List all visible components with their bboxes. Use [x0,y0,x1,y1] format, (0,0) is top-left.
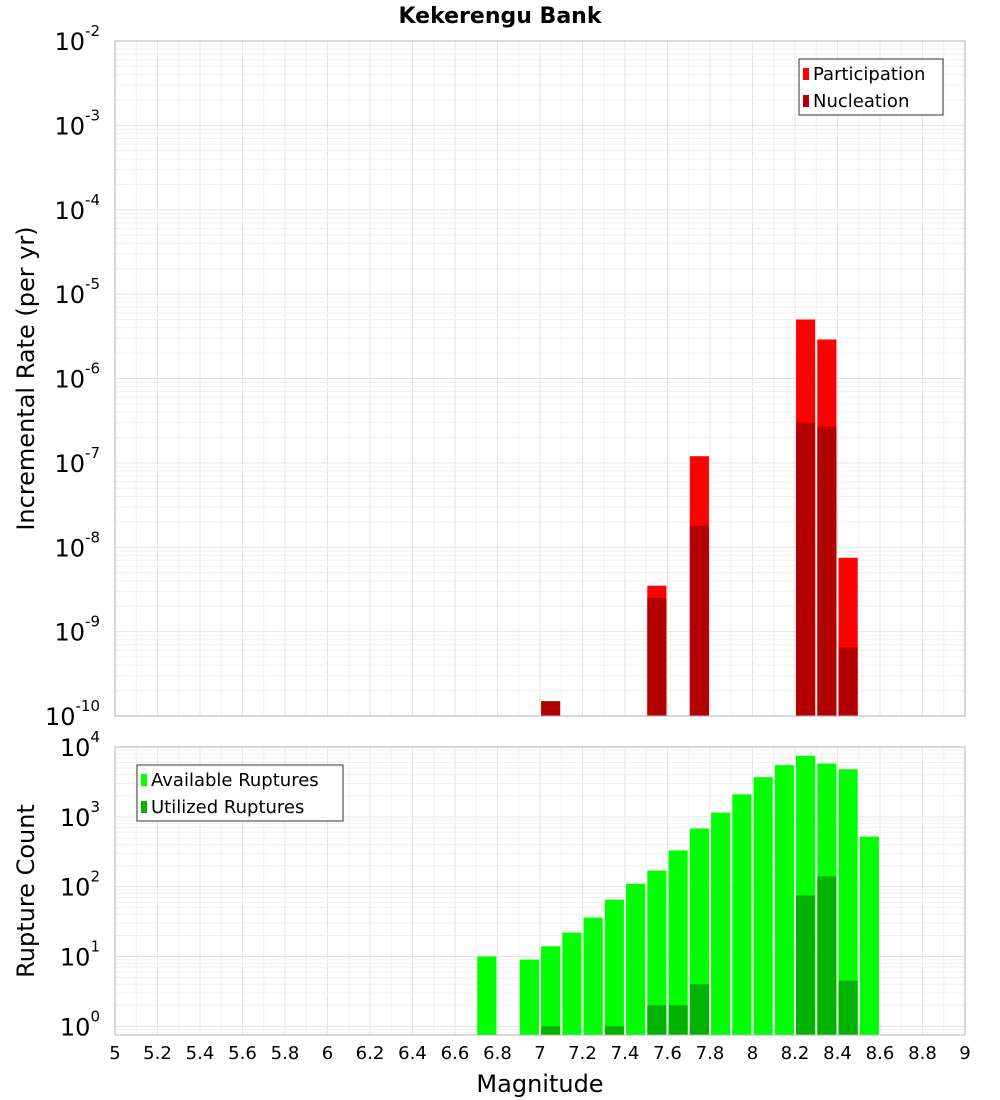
top-panel-grid [114,40,966,717]
incremental-rate-panel: 10-10 10-9 10-8 10-7 10-6 10-5 10-4 10-3 10-2 In… [12,22,966,731]
x-tick-label: 5 [109,1043,120,1064]
series-b-bar [817,426,837,716]
legend-entry: Participation [813,64,925,85]
series-a-bar [562,932,582,1035]
y-tick-label: 10-10 [45,697,100,731]
legend-swatch [141,801,147,813]
x-tick-label: 6.2 [356,1043,385,1064]
series-b-bar [647,598,667,716]
legend-box [136,764,344,822]
x-tick-label: 8 [747,1043,758,1064]
y-tick-label: 10-5 [54,275,100,309]
series-a-bar [859,836,879,1035]
top-panel-y-ticks: 10-10 10-9 10-8 10-7 10-6 10-5 10-4 10-3 10-2 [45,22,100,731]
x-axis-ticks: 5 5.2 5.4 5.6 5.8 6 6.2 6.4 6.6 6.8 7 7.2 7.4 7.6 7.8 8… [109,1043,970,1064]
series-b-bar [689,984,709,1035]
x-tick-label: 8.6 [866,1043,895,1064]
series-a-bar [647,870,667,1035]
x-axis-label: Magnitude [476,1070,603,1098]
rupture-count-panel: 100 101 102 103 104 5 5.2 5.4 5.6 5.8 6 6.2 6.4 6.6 6… [12,728,971,1098]
series-b-bar [838,980,858,1035]
series-b-bar [541,1026,561,1035]
x-tick-label: 6 [322,1043,333,1064]
top-panel-bars [541,319,858,716]
y-tick-label: 10-8 [54,528,100,562]
series-a-bar [753,777,773,1035]
x-tick-label: 5.4 [186,1043,215,1064]
legend-swatch [803,95,809,107]
series-a-bar [519,959,539,1035]
series-b-bar [541,701,561,716]
series-b-bar [817,876,837,1035]
series-b-bar [838,647,858,716]
series-a-bar [689,828,709,1035]
x-tick-label: 8.8 [908,1043,937,1064]
y-tick-label: 100 [60,1007,100,1041]
series-a-bar [668,850,688,1035]
series-a-bar [541,946,561,1035]
y-tick-label: 10-3 [54,106,100,140]
legend-box [798,58,944,116]
x-tick-label: 6.6 [441,1043,470,1064]
x-tick-label: 7.6 [653,1043,682,1064]
y-tick-label: 10-9 [54,613,100,647]
chart-title: Kekerengu Bank [399,4,603,29]
legend-entry: Nucleation [813,91,909,112]
y-tick-label: 103 [60,798,100,832]
series-a-bar [732,794,752,1035]
bottom-panel-frame [114,746,966,1036]
series-a-bar [838,769,858,1035]
x-tick-label: 8.4 [823,1043,852,1064]
series-b-bar [689,525,709,716]
y-tick-label: 10-6 [54,360,100,394]
x-tick-label: 9 [959,1043,970,1064]
x-tick-label: 7.2 [568,1043,597,1064]
y-tick-label: 102 [60,868,100,902]
y-tick-label: 10-7 [54,444,100,478]
x-tick-label: 7.4 [611,1043,640,1064]
series-b-bar [796,422,816,716]
legend-entry: Available Ruptures [151,770,319,791]
y-tick-label: 10-2 [54,22,100,56]
y-tick-label: 104 [60,728,100,762]
x-tick-label: 8.2 [781,1043,810,1064]
bottom-panel-legend: Available Ruptures Utilized Ruptures [136,764,344,822]
top-panel-y-axis-label: Incremental Rate (per yr) [12,226,40,530]
series-b-bar [796,895,816,1035]
x-tick-label: 7.8 [696,1043,725,1064]
legend-swatch [141,774,147,786]
x-tick-label: 6.4 [398,1043,427,1064]
bottom-panel-y-ticks: 100 101 102 103 104 [60,728,100,1041]
series-a-bar [711,812,731,1035]
x-tick-label: 5.8 [271,1043,300,1064]
x-tick-label: 5.2 [143,1043,172,1064]
bottom-panel-bars [477,755,879,1035]
bottom-panel-y-axis-label: Rupture Count [12,804,40,978]
series-a-bar [626,883,646,1035]
series-a-bar [774,765,794,1035]
top-panel-frame [114,40,966,717]
y-tick-label: 101 [60,937,100,971]
x-tick-label: 7 [534,1043,545,1064]
x-tick-label: 5.6 [228,1043,257,1064]
legend-entry: Utilized Ruptures [151,797,304,818]
top-panel-legend: Participation Nucleation [798,58,944,116]
series-b-bar [647,1005,667,1035]
series-b-bar [668,1005,688,1035]
series-a-bar [604,899,624,1035]
series-a-bar [583,917,603,1035]
legend-swatch [803,68,809,80]
y-tick-label: 10-4 [54,191,100,225]
series-a-bar [477,956,497,1035]
x-tick-label: 6.8 [483,1043,512,1064]
series-b-bar [604,1026,624,1035]
